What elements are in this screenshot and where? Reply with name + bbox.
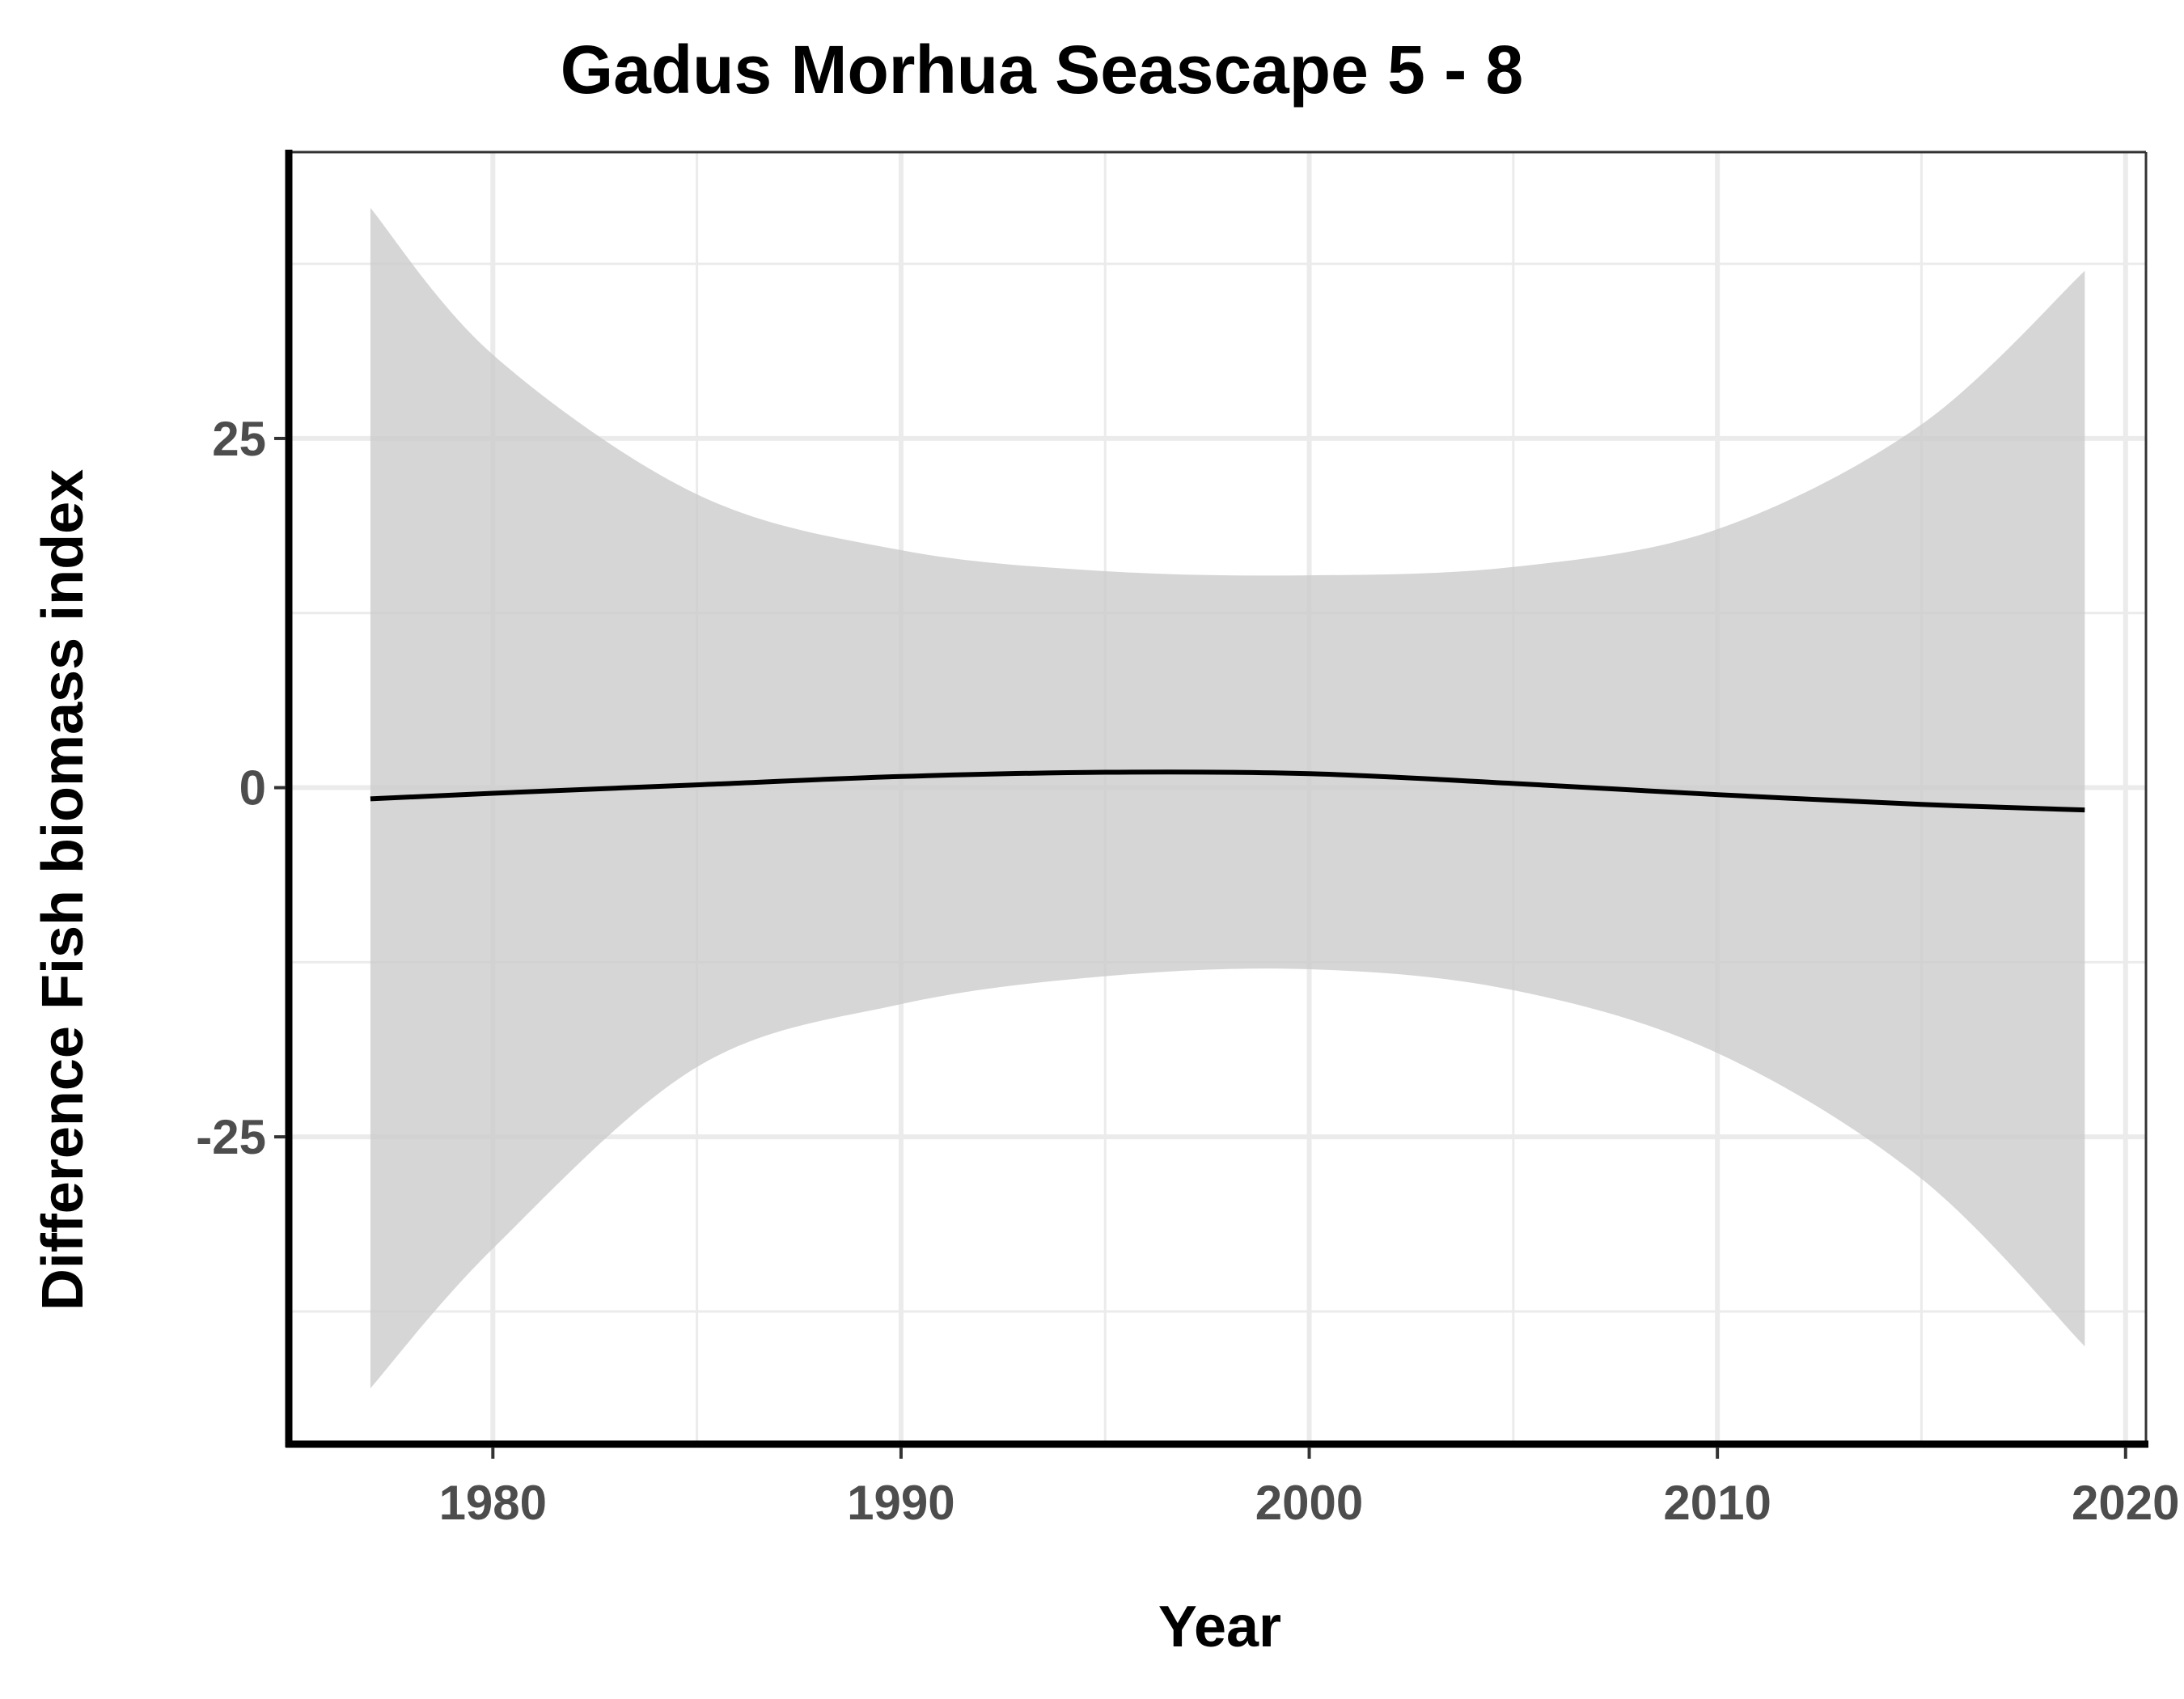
chart-title: Gadus Morhua Seascape 5 - 8 (561, 32, 1523, 108)
x-axis-ticks: 1980 1990 2000 2010 2020 (439, 1447, 2180, 1530)
confidence-band (370, 208, 2085, 1388)
x-tick-label: 1990 (847, 1476, 954, 1530)
x-tick-label: 2020 (2072, 1476, 2179, 1530)
series-line (370, 769, 2085, 813)
y-tick-label: -25 (196, 1110, 266, 1164)
y-tick-label: 25 (212, 412, 266, 466)
x-tick-label: 1980 (439, 1476, 547, 1530)
x-axis-title: Year (1158, 1595, 1281, 1659)
x-tick-label: 2000 (1255, 1476, 1363, 1530)
y-axis-ticks: -25 0 25 (196, 412, 286, 1164)
x-tick-label: 2010 (1663, 1476, 1771, 1530)
y-tick-label: 0 (239, 761, 266, 816)
y-axis-title: Difference Fish biomass index (31, 469, 95, 1311)
